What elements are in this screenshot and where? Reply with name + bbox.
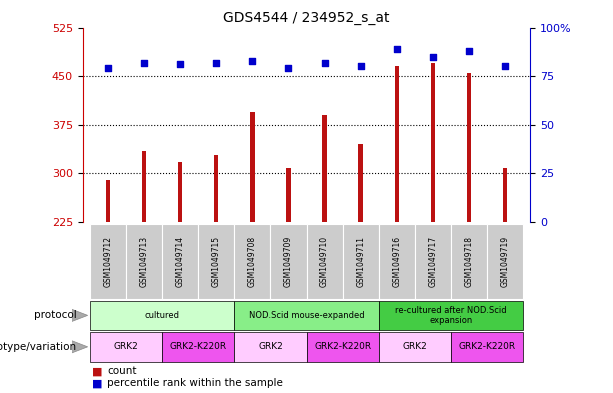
Text: GSM1049717: GSM1049717 [428, 236, 437, 287]
Bar [306, 332, 379, 362]
Bar [234, 224, 270, 299]
Bar [270, 224, 306, 299]
Text: GRK2-K220R: GRK2-K220R [459, 342, 516, 351]
Point [139, 59, 149, 66]
Bar [379, 332, 451, 362]
Bar [214, 155, 218, 222]
Bar [234, 301, 379, 330]
Point [500, 63, 510, 70]
Bar [198, 224, 234, 299]
Bar [250, 112, 254, 222]
Bar [90, 332, 162, 362]
Text: GSM1049709: GSM1049709 [284, 236, 293, 287]
Bar [503, 168, 507, 222]
Text: re-cultured after NOD.Scid
expansion: re-cultured after NOD.Scid expansion [395, 306, 507, 325]
Text: GRK2-K220R: GRK2-K220R [170, 342, 227, 351]
Bar [415, 224, 451, 299]
Point [392, 46, 402, 52]
Bar [90, 224, 126, 299]
Text: genotype/variation: genotype/variation [0, 342, 77, 352]
Point [464, 48, 474, 54]
Bar [343, 224, 379, 299]
Polygon shape [72, 341, 88, 353]
Text: GRK2: GRK2 [402, 342, 427, 351]
Bar [379, 224, 415, 299]
Point [103, 65, 113, 72]
Text: protocol: protocol [34, 310, 77, 320]
Point [356, 63, 365, 70]
Bar [431, 63, 435, 222]
Text: GSM1049716: GSM1049716 [392, 236, 402, 287]
Bar [395, 66, 399, 222]
Text: ■: ■ [92, 366, 102, 376]
Text: GRK2: GRK2 [258, 342, 283, 351]
Text: GSM1049710: GSM1049710 [320, 236, 329, 287]
Point [211, 59, 221, 66]
Point [428, 53, 438, 60]
Bar [234, 332, 306, 362]
Text: GSM1049719: GSM1049719 [500, 236, 509, 287]
Point [248, 57, 257, 64]
Bar [106, 180, 110, 222]
Bar [466, 73, 471, 222]
Bar [162, 224, 198, 299]
Text: GSM1049718: GSM1049718 [465, 236, 473, 287]
Bar [162, 332, 234, 362]
Bar [142, 151, 147, 222]
Text: percentile rank within the sample: percentile rank within the sample [107, 378, 283, 388]
Text: GSM1049712: GSM1049712 [104, 236, 113, 287]
Text: GSM1049708: GSM1049708 [248, 236, 257, 287]
Bar [451, 224, 487, 299]
Bar [359, 144, 363, 222]
Bar [451, 332, 523, 362]
Bar [379, 301, 523, 330]
Bar [306, 224, 343, 299]
Bar [178, 162, 182, 222]
Text: count: count [107, 366, 137, 376]
Text: GSM1049711: GSM1049711 [356, 236, 365, 287]
Text: GRK2-K220R: GRK2-K220R [314, 342, 371, 351]
Point [284, 65, 294, 72]
Polygon shape [72, 309, 88, 321]
Point [175, 61, 185, 68]
Title: GDS4544 / 234952_s_at: GDS4544 / 234952_s_at [223, 11, 390, 25]
Text: NOD.Scid mouse-expanded: NOD.Scid mouse-expanded [249, 311, 364, 320]
Point [319, 59, 329, 66]
Bar [322, 115, 327, 222]
Text: GSM1049714: GSM1049714 [176, 236, 185, 287]
Text: ■: ■ [92, 378, 102, 388]
Text: GSM1049713: GSM1049713 [140, 236, 148, 287]
Bar [90, 301, 234, 330]
Text: GSM1049715: GSM1049715 [211, 236, 221, 287]
Bar [286, 168, 291, 222]
Bar [126, 224, 162, 299]
Text: cultured: cultured [145, 311, 180, 320]
Text: GRK2: GRK2 [113, 342, 139, 351]
Bar [487, 224, 523, 299]
